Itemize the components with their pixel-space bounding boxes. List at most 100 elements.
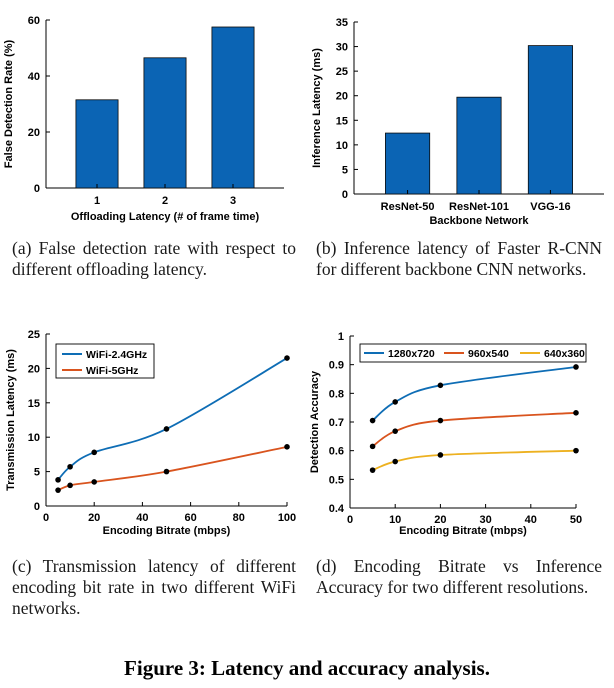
x-tick-label: 40	[525, 514, 537, 526]
x-tick-label: 10	[389, 514, 401, 526]
x-tick-label: 20	[434, 514, 446, 526]
x-axis-title: Backbone Network	[429, 215, 529, 227]
x-tick-label: 80	[233, 512, 245, 524]
x-tick-label: 30	[479, 514, 491, 526]
y-tick-label: 40	[28, 71, 40, 83]
x-tick-label: ResNet-101	[449, 201, 509, 213]
x-tick-label: 0	[347, 514, 353, 526]
data-point	[91, 449, 97, 456]
y-tick-label: 0.6	[329, 446, 344, 458]
data-point	[573, 364, 579, 370]
caption-d: (d) Encoding Bitrate vs Inference Accura…	[316, 556, 602, 597]
legend-box	[55, 343, 155, 379]
y-tick-label: 0.9	[329, 360, 344, 372]
legend-label: 960x540	[468, 348, 509, 360]
x-tick-label: 100	[278, 512, 296, 524]
x-axis-title: Offloading Latency (# of frame time)	[71, 211, 260, 223]
y-tick-label: 1	[338, 331, 344, 343]
y-tick-label: 0	[342, 189, 348, 201]
y-tick-label: 0.4	[329, 503, 345, 515]
bar	[211, 26, 255, 189]
y-axis-title: Inference Latency (ms)	[311, 48, 323, 168]
y-tick-label: 60	[28, 15, 40, 27]
data-point	[284, 355, 290, 361]
caption-c: (c) Transmission latency of different en…	[12, 556, 296, 618]
chart-false-detection-rate: 0 20 40 60 False Detection Rate (%) 1 2 3 Offloa…	[3, 15, 284, 223]
y-tick-label: 30	[336, 42, 348, 54]
bar	[527, 45, 573, 195]
data-point	[284, 444, 290, 450]
y-tick-label: 0.8	[329, 388, 344, 400]
x-tick-label: 40	[136, 512, 148, 524]
y-tick-label: 20	[28, 127, 40, 139]
y-tick-label: 0	[34, 183, 40, 195]
data-point	[55, 487, 61, 493]
data-point	[369, 467, 376, 473]
legend-label: WiFi-5GHz	[86, 365, 138, 377]
bar	[456, 96, 502, 195]
x-tick-label: ResNet-50	[381, 201, 435, 213]
y-tick-label: 0	[34, 501, 40, 513]
data-point	[437, 382, 444, 389]
legend-label: 1280x720	[388, 348, 435, 360]
y-axis-title: Detection Accuracy	[309, 370, 321, 473]
y-tick-label: 10	[28, 432, 40, 444]
legend-box	[359, 343, 587, 363]
chart-detection-accuracy: 0.4 0.5 0.6 0.7 0.8 0.9 1 Detection Accuracy 0 10…	[309, 331, 587, 537]
y-tick-label: 25	[336, 66, 348, 78]
legend-label: 640x360	[544, 348, 585, 360]
y-axis-title: False Detection Rate (%)	[3, 39, 15, 168]
data-point	[67, 463, 73, 470]
x-tick-label: 3	[230, 195, 236, 207]
data-point	[55, 477, 61, 483]
x-tick-label: 50	[570, 514, 582, 526]
y-tick-label: 0.7	[329, 417, 344, 429]
series-line	[372, 366, 577, 422]
chart-transmission-latency: 0 5 10 15 20 25 Transmission Latency (ms) 0 20 40…	[5, 329, 296, 537]
y-tick-label: 15	[28, 398, 40, 410]
x-tick-label: VGG-16	[530, 201, 570, 213]
data-point	[369, 443, 376, 450]
data-point	[437, 452, 444, 458]
x-tick-label: 60	[184, 512, 196, 524]
x-tick-label: 2	[162, 195, 168, 207]
x-axis-title: Encoding Bitrate (mbps)	[399, 525, 527, 537]
y-axis-title: Transmission Latency (ms)	[5, 349, 17, 491]
series-line	[372, 411, 577, 448]
series-line	[57, 357, 288, 481]
data-point	[392, 428, 398, 434]
data-point	[67, 482, 73, 489]
y-tick-label: 5	[342, 164, 348, 176]
data-point	[163, 426, 170, 432]
data-point	[163, 468, 170, 475]
caption-a: (a) False detection rate with respect to…	[12, 238, 296, 279]
chart-inference-latency: 0 5 10 15 20 25 30 35 Inference Latency (ms) ResN…	[311, 17, 604, 227]
y-tick-label: 5	[34, 467, 40, 479]
data-point	[573, 447, 579, 454]
figure-title: Figure 3: Latency and accuracy analysis.	[124, 656, 490, 680]
data-point	[392, 458, 398, 465]
x-tick-label: 0	[43, 512, 49, 524]
series-line	[372, 449, 577, 472]
bar	[385, 132, 431, 195]
data-point	[573, 410, 579, 416]
data-point	[91, 479, 97, 485]
data-point	[437, 417, 444, 424]
bar	[143, 57, 187, 189]
x-axis-title: Encoding Bitrate (mbps)	[103, 525, 231, 537]
series-line	[57, 445, 288, 492]
data-point	[369, 417, 376, 424]
data-point	[392, 399, 398, 405]
bar	[75, 99, 119, 189]
x-tick-label: 1	[94, 195, 100, 207]
y-tick-label: 35	[336, 17, 348, 29]
y-tick-label: 0.5	[329, 474, 344, 486]
caption-b: (b) Inference latency of Faster R-CNN fo…	[316, 238, 602, 279]
y-tick-label: 20	[28, 363, 40, 375]
y-tick-label: 10	[336, 140, 348, 152]
y-tick-label: 15	[336, 115, 348, 127]
x-tick-label: 20	[88, 512, 100, 524]
y-tick-label: 25	[28, 329, 40, 341]
y-tick-label: 20	[336, 91, 348, 103]
legend-label: WiFi-2.4GHz	[86, 349, 147, 361]
